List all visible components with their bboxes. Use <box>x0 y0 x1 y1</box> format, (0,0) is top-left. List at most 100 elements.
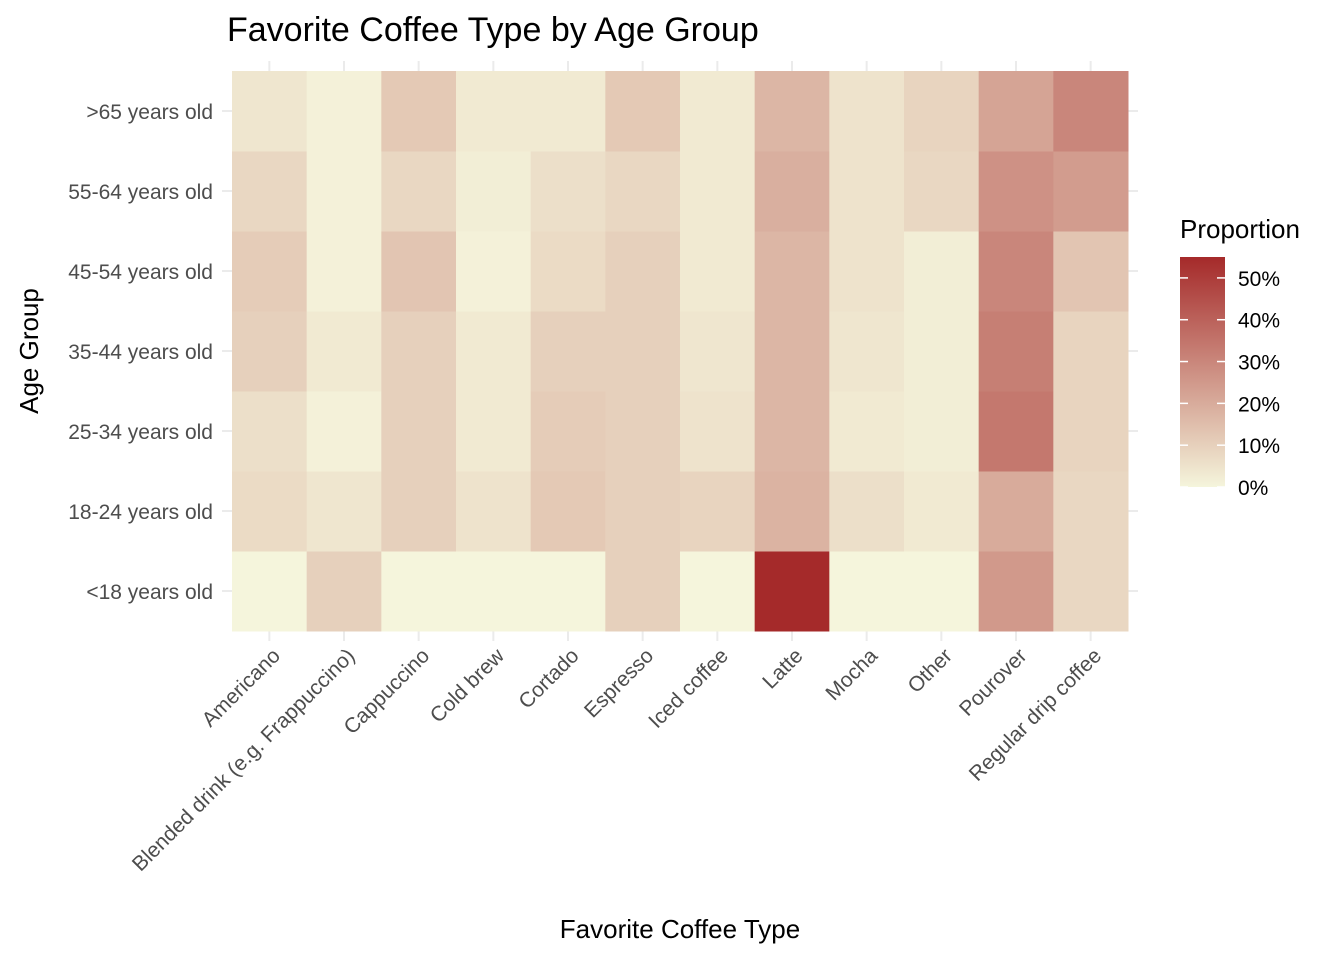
heatmap-cell <box>605 551 681 632</box>
heatmap-cell <box>978 71 1054 152</box>
heatmap-cell <box>381 71 457 152</box>
heatmap-cell <box>1053 471 1129 552</box>
heatmap-cell <box>754 551 830 632</box>
heatmap-cell <box>978 391 1054 472</box>
y-tick-label: 35-44 years old <box>68 341 213 364</box>
heatmap-cell <box>530 471 606 552</box>
heatmap-cell <box>381 391 457 472</box>
x-tick-label: Iced coffee <box>644 644 733 733</box>
heatmap-cell <box>754 231 830 312</box>
heatmap-cell <box>605 311 681 392</box>
y-tick-label: 18-24 years old <box>68 501 213 524</box>
heatmap-cell <box>978 151 1054 232</box>
heatmap-cell <box>605 71 681 152</box>
heatmap-cell <box>904 391 980 472</box>
heatmap-cell <box>680 551 756 632</box>
heatmap-cell <box>1053 551 1129 632</box>
chart-title: Favorite Coffee Type by Age Group <box>227 11 759 49</box>
x-tick-label: Cold brew <box>426 644 510 728</box>
heatmap-cell <box>829 71 905 152</box>
heatmap-cell <box>978 471 1054 552</box>
legend: Proportion 0% 10% 20% 30% 40% 50% <box>1180 214 1300 500</box>
heatmap-cell <box>754 151 830 232</box>
heatmap-cell <box>754 471 830 552</box>
heatmap-cell <box>306 551 382 632</box>
y-tick-label: 45-54 years old <box>68 261 213 284</box>
heatmap-cell <box>530 231 606 312</box>
heatmap-cell <box>829 391 905 472</box>
heatmap-cell <box>605 151 681 232</box>
y-tick-label: >65 years old <box>86 101 213 124</box>
heatmap-cells <box>232 71 1129 632</box>
x-tick-label: Latte <box>758 644 807 693</box>
heatmap-cell <box>754 391 830 472</box>
heatmap-cell <box>381 311 457 392</box>
heatmap-cell <box>456 71 532 152</box>
heatmap-cell <box>306 231 382 312</box>
x-tick-label: Other <box>903 644 956 697</box>
heatmap-cell <box>829 471 905 552</box>
heatmap-cell <box>381 151 457 232</box>
heatmap-cell <box>680 151 756 232</box>
heatmap-cell <box>754 71 830 152</box>
legend-ticks: 0% 10% 20% 30% 40% 50% <box>1180 268 1280 500</box>
heatmap-cell <box>680 71 756 152</box>
y-tick-label: <18 years old <box>86 581 213 604</box>
heatmap-cell <box>530 311 606 392</box>
heatmap-cell <box>530 391 606 472</box>
heatmap-cell <box>232 391 308 472</box>
x-tick-label: Pourover <box>955 644 1032 721</box>
heatmap-cell <box>904 471 980 552</box>
heatmap-cell <box>829 231 905 312</box>
y-tick-label: 25-34 years old <box>68 421 213 444</box>
heatmap-cell <box>456 151 532 232</box>
heatmap-cell <box>232 151 308 232</box>
legend-tick-label: 0% <box>1238 477 1268 500</box>
heatmap-cell <box>1053 391 1129 472</box>
heatmap-cell <box>605 471 681 552</box>
heatmap-cell <box>1053 71 1129 152</box>
heatmap-cell <box>232 231 308 312</box>
heatmap-cell <box>680 231 756 312</box>
heatmap-cell <box>381 551 457 632</box>
heatmap-cell <box>904 551 980 632</box>
heatmap-cell <box>456 551 532 632</box>
legend-tick-label: 50% <box>1238 268 1280 291</box>
heatmap-cell <box>1053 231 1129 312</box>
heatmap-cell <box>829 311 905 392</box>
heatmap-cell <box>829 151 905 232</box>
y-tick-label: 55-64 years old <box>68 181 213 204</box>
y-axis-ticks: <18 years old 18-24 years old 25-34 years … <box>68 101 213 604</box>
heatmap-cell <box>680 311 756 392</box>
heatmap-cell <box>306 471 382 552</box>
heatmap-cell <box>232 311 308 392</box>
heatmap-cell <box>456 311 532 392</box>
heatmap-cell <box>232 551 308 632</box>
heatmap-cell <box>306 71 382 152</box>
heatmap-cell <box>306 151 382 232</box>
heatmap-cell <box>904 231 980 312</box>
x-tick-label: Mocha <box>821 644 882 705</box>
legend-tick-label: 20% <box>1238 393 1280 416</box>
heatmap-cell <box>754 311 830 392</box>
heatmap-cell <box>904 151 980 232</box>
heatmap-cell <box>978 231 1054 312</box>
heatmap-cell <box>978 311 1054 392</box>
x-tick-label: Espresso <box>580 644 658 722</box>
heatmap-cell <box>306 391 382 472</box>
heatmap-cell <box>381 231 457 312</box>
heatmap-cell <box>829 551 905 632</box>
legend-tick-label: 30% <box>1238 352 1280 375</box>
heatmap-cell <box>978 551 1054 632</box>
heatmap-cell <box>1053 151 1129 232</box>
heatmap-cell <box>680 471 756 552</box>
heatmap-cell <box>680 391 756 472</box>
heatmap-cell <box>605 391 681 472</box>
heatmap-cell <box>904 71 980 152</box>
heatmap-cell <box>456 471 532 552</box>
heatmap-cell <box>530 551 606 632</box>
x-axis-title: Favorite Coffee Type <box>560 914 800 944</box>
legend-title: Proportion <box>1180 214 1300 244</box>
heatmap-cell <box>605 231 681 312</box>
